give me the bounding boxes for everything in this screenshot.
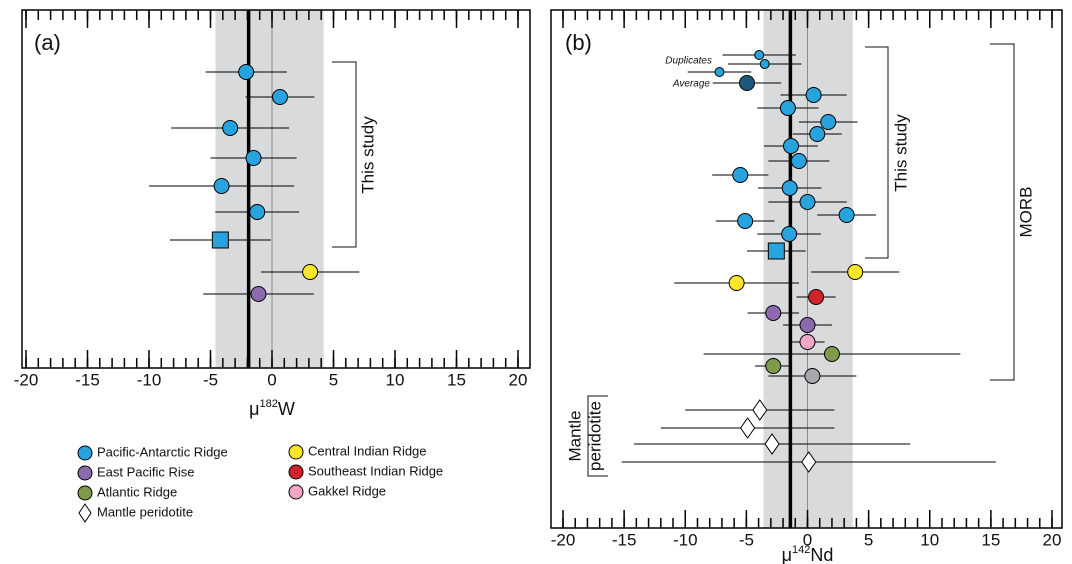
point [732,167,749,183]
point [820,114,837,130]
point [765,358,782,374]
point [714,67,725,77]
legend-marker [77,465,93,481]
point [238,64,255,80]
x-tick-label: -15 [75,370,100,389]
point [271,89,288,105]
legend-label: East Pacific Rise [97,464,195,479]
legend-label: Pacific-Antarctic Ridge [97,444,228,459]
legend-marker [77,445,93,461]
bracket [865,46,889,259]
point [211,231,229,249]
x-tick-label: 0 [803,530,812,549]
point [759,59,770,69]
annotation: Duplicates [665,56,712,67]
bracket [990,43,1015,381]
x-tick-label: -5 [203,370,218,389]
point [805,87,822,103]
x-tick-label: 20 [509,370,528,389]
annotation: Average [672,79,711,90]
x-tick-label: -10 [137,370,162,389]
point [737,213,754,229]
point [847,264,864,280]
point [808,289,825,305]
x-tick-label: -15 [612,530,637,549]
point [213,178,230,194]
panel-label: (b) [565,30,592,55]
point [245,150,262,166]
point [249,204,266,220]
legend-marker [77,485,93,501]
x-tick-label: -20 [551,530,576,549]
x-tick-label: 10 [920,530,939,549]
legend-marker [288,484,304,500]
x-tick-label: 5 [864,530,873,549]
point [781,180,798,196]
point [790,153,807,169]
point [302,264,319,280]
uncertainty-band [215,10,324,368]
x-tick-label: 15 [981,530,1000,549]
point [799,194,816,210]
point [799,317,816,333]
x-tick-label: 15 [447,370,466,389]
x-axis-label-part: μ [782,545,792,564]
x-tick-label: -10 [673,530,698,549]
point [823,346,840,362]
legend-marker [288,464,304,480]
point [752,399,768,421]
point [779,100,796,116]
legend-label: Atlantic Ridge [97,484,177,499]
point [764,433,780,455]
point [739,417,756,439]
uncertainty-band [763,10,853,528]
point [765,305,782,321]
legend-marker [288,444,304,460]
point [767,242,785,260]
annotation: peridotite [585,401,604,471]
point [804,368,821,384]
x-axis-label: μ182W [249,398,295,419]
plot-frame [550,9,1063,529]
point [728,275,745,291]
x-tick-label: 10 [386,370,405,389]
point [781,226,798,242]
legend-label: Mantle peridotite [97,504,193,519]
x-axis-label: μ142Nd [782,544,834,564]
x-axis-label-part: Nd [810,545,833,564]
plot-frame [21,9,531,369]
bracket [332,61,357,248]
x-tick-label: 5 [329,370,338,389]
point [754,50,765,60]
annotation: Mantle [565,410,584,461]
annotation: This study [891,114,910,192]
legend-label: Southeast Indian Ridge [308,463,443,478]
x-axis-label-part: 142 [792,544,810,556]
annotation: MORB [1016,187,1035,238]
x-axis-label-part: μ [249,399,259,419]
x-tick-label: 20 [1043,530,1062,549]
annotation: This study [358,116,377,194]
x-axis-label-part: 182 [260,398,278,410]
x-tick-label: -5 [739,530,754,549]
legend-label: Central Indian Ridge [308,443,427,458]
point [801,451,817,473]
point [250,286,267,302]
legend-label: Gakkel Ridge [308,483,386,498]
x-tick-label: -20 [14,370,39,389]
panel-label: (a) [34,30,61,55]
x-axis-label-part: W [278,399,295,419]
point [799,334,816,350]
point [222,120,239,136]
point [809,126,826,142]
bracket [587,395,608,477]
legend-marker [78,503,92,523]
point [838,207,855,223]
point [782,138,799,154]
point [738,75,755,91]
x-tick-label: 0 [267,370,276,389]
